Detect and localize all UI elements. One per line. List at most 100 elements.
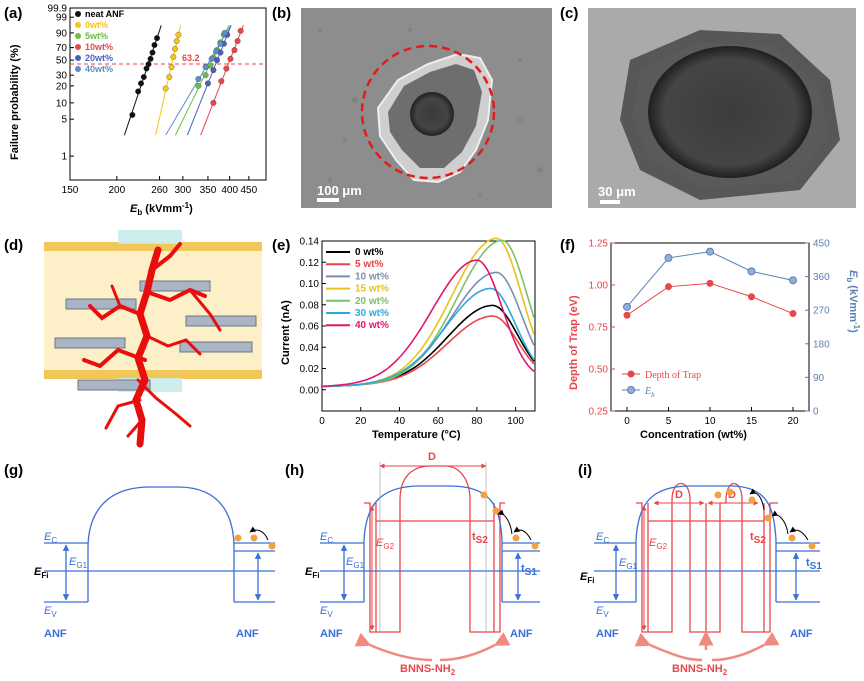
f-ltick-label: 0.75 [589,323,609,334]
a-xtick-label: 260 [151,185,168,196]
schematic-d-nanosheets [54,280,257,391]
chart-a-ylabel: Failure probability (%) [9,44,21,160]
h-bnns-label: BNNS-NH2 [400,663,456,677]
a-point-5 [202,64,209,71]
a-point-3 [218,78,225,85]
a-ytick-label: 99 [56,13,68,24]
chart-a-xticks: 150 200 260 300 350 400 450 [62,176,258,196]
e-ytick-label: 0.06 [300,322,320,333]
a-legend-label-1: 0wt% [85,20,108,30]
sem-c-rim [588,8,856,208]
schematic-d-top-electrode [44,242,262,251]
g-barrier [87,486,235,602]
a-point-3 [234,38,241,44]
panel-label-b: (b) [272,5,291,22]
e-curve-3 [321,237,535,388]
a-point-3 [237,27,244,34]
a-ytick-label: 50 [56,56,68,67]
a-point-5 [195,76,202,82]
f-xtick-label: 10 [704,416,716,427]
a-point-0 [145,61,152,68]
a-ytick-label: 5 [61,115,67,126]
sem-b-texture [318,28,543,197]
a-point-0 [135,88,142,95]
i-ec-label: EC [596,531,609,545]
h-eg1-label: EG1 [346,556,365,570]
g-anf-right: ANF [236,628,259,640]
a-legend-marker-5 [75,66,81,72]
a-point-1 [168,64,175,71]
i-bnns-arrow-left [634,632,703,662]
f-eb-point [789,276,797,285]
f-trap-point [623,311,631,319]
chart-f-xticks: 0 5 10 15 20 [624,407,799,427]
chart-e-legend: 0 wt%5 wt%10 wt% 15 wt%20 wt%30 wt%40 wt% [326,247,389,331]
e-ytick-label: 0.02 [300,364,320,375]
f-xtick-label: 15 [746,416,758,427]
f-rtick-label: 360 [813,272,830,283]
i-hop-arrow-1 [789,526,809,541]
schematic-d-top-contact [118,230,182,244]
sem-b-hole [410,92,454,136]
a-xtick-label: 400 [221,185,238,196]
a-point-5 [213,48,220,55]
legend-f-trap-label: Depth of Trap [645,370,701,381]
panel-label-d: (d) [4,237,23,254]
chart-f-xlabel: Concentration (wt%) [640,429,747,441]
i-bnns-arrow-right [711,631,780,662]
h-efi-label: EFi [305,566,319,580]
i-efi-label: EFi [580,571,594,585]
chart-f-left-ticks: 0.25 0.50 0.75 1.00 1.25 [589,239,615,418]
a-point-1 [170,53,177,60]
f-xtick-label: 0 [624,416,630,427]
h-bnns-arrow-left [354,632,433,662]
chart-a-frame [69,7,267,181]
chart-e-xticks: 0 20 40 60 80 100 [319,407,524,427]
f-rtick-label: 90 [813,373,825,384]
h-anf-barrier [363,485,503,602]
panel-label-i: (i) [578,462,592,479]
a-point-3 [231,47,238,54]
a-point-3 [210,99,217,106]
chart-e: 0.00 0.02 0.04 0.06 0.08 0.10 0.12 0.14 0 20 40 60… [280,237,536,441]
e-xtick-label: 60 [433,416,445,427]
panel-label-h: (h) [285,462,304,479]
a-point-1 [172,45,179,52]
sem-b-highlight-circle [360,44,496,180]
f-eb-point [747,267,756,276]
a-point-4 [204,80,211,87]
schematic-d [44,230,262,448]
a-fit-line-0 [123,25,162,136]
chart-e-yticks: 0.00 0.02 0.04 0.06 0.08 0.10 0.12 0.14 [300,237,326,396]
i-electrons [714,488,816,550]
sem-c-hole [648,46,812,178]
f-ltick-label: 1.00 [589,281,609,292]
e-ytick-label: 0.04 [300,343,320,354]
i-ts1-label: tS1 [806,557,822,572]
i-hop-arrow-2 [771,510,789,535]
sem-c-scale-label: 30 μm [598,184,636,199]
i-ts2-label: tS2 [750,531,766,546]
chart-f: 0.25 0.50 0.75 1.00 1.25 0 90 180 270 360 450 0 5 1… [568,239,861,442]
f-trap-line [626,282,794,316]
a-legend-marker-3 [75,44,81,50]
i-bnns-label: BNNS-NH2 [672,663,728,677]
e-curve-1 [321,315,535,388]
i-eg2-label: EG2 [649,537,668,551]
a-point-4 [214,57,220,64]
f-ltick-label: 0.50 [589,365,609,376]
a-ytick-label: 99.9 [48,4,68,15]
a-point-0 [138,80,144,87]
e-legend-label-5: 30 wt% [355,308,389,319]
e-ytick-label: 0.14 [300,237,320,248]
f-rtick-label: 0 [813,407,819,418]
e-curve-6 [321,259,535,388]
chart-a-632-label: 63.2 [182,53,200,63]
h-ts1-label: tS1 [521,563,537,578]
schematic-d-bottom-electrode [44,370,262,379]
e-xtick-label: 40 [394,416,406,427]
a-xtick-label: 350 [200,185,217,196]
e-legend-label-6: 40 wt% [355,320,389,331]
f-ltick-label: 1.25 [589,239,609,250]
